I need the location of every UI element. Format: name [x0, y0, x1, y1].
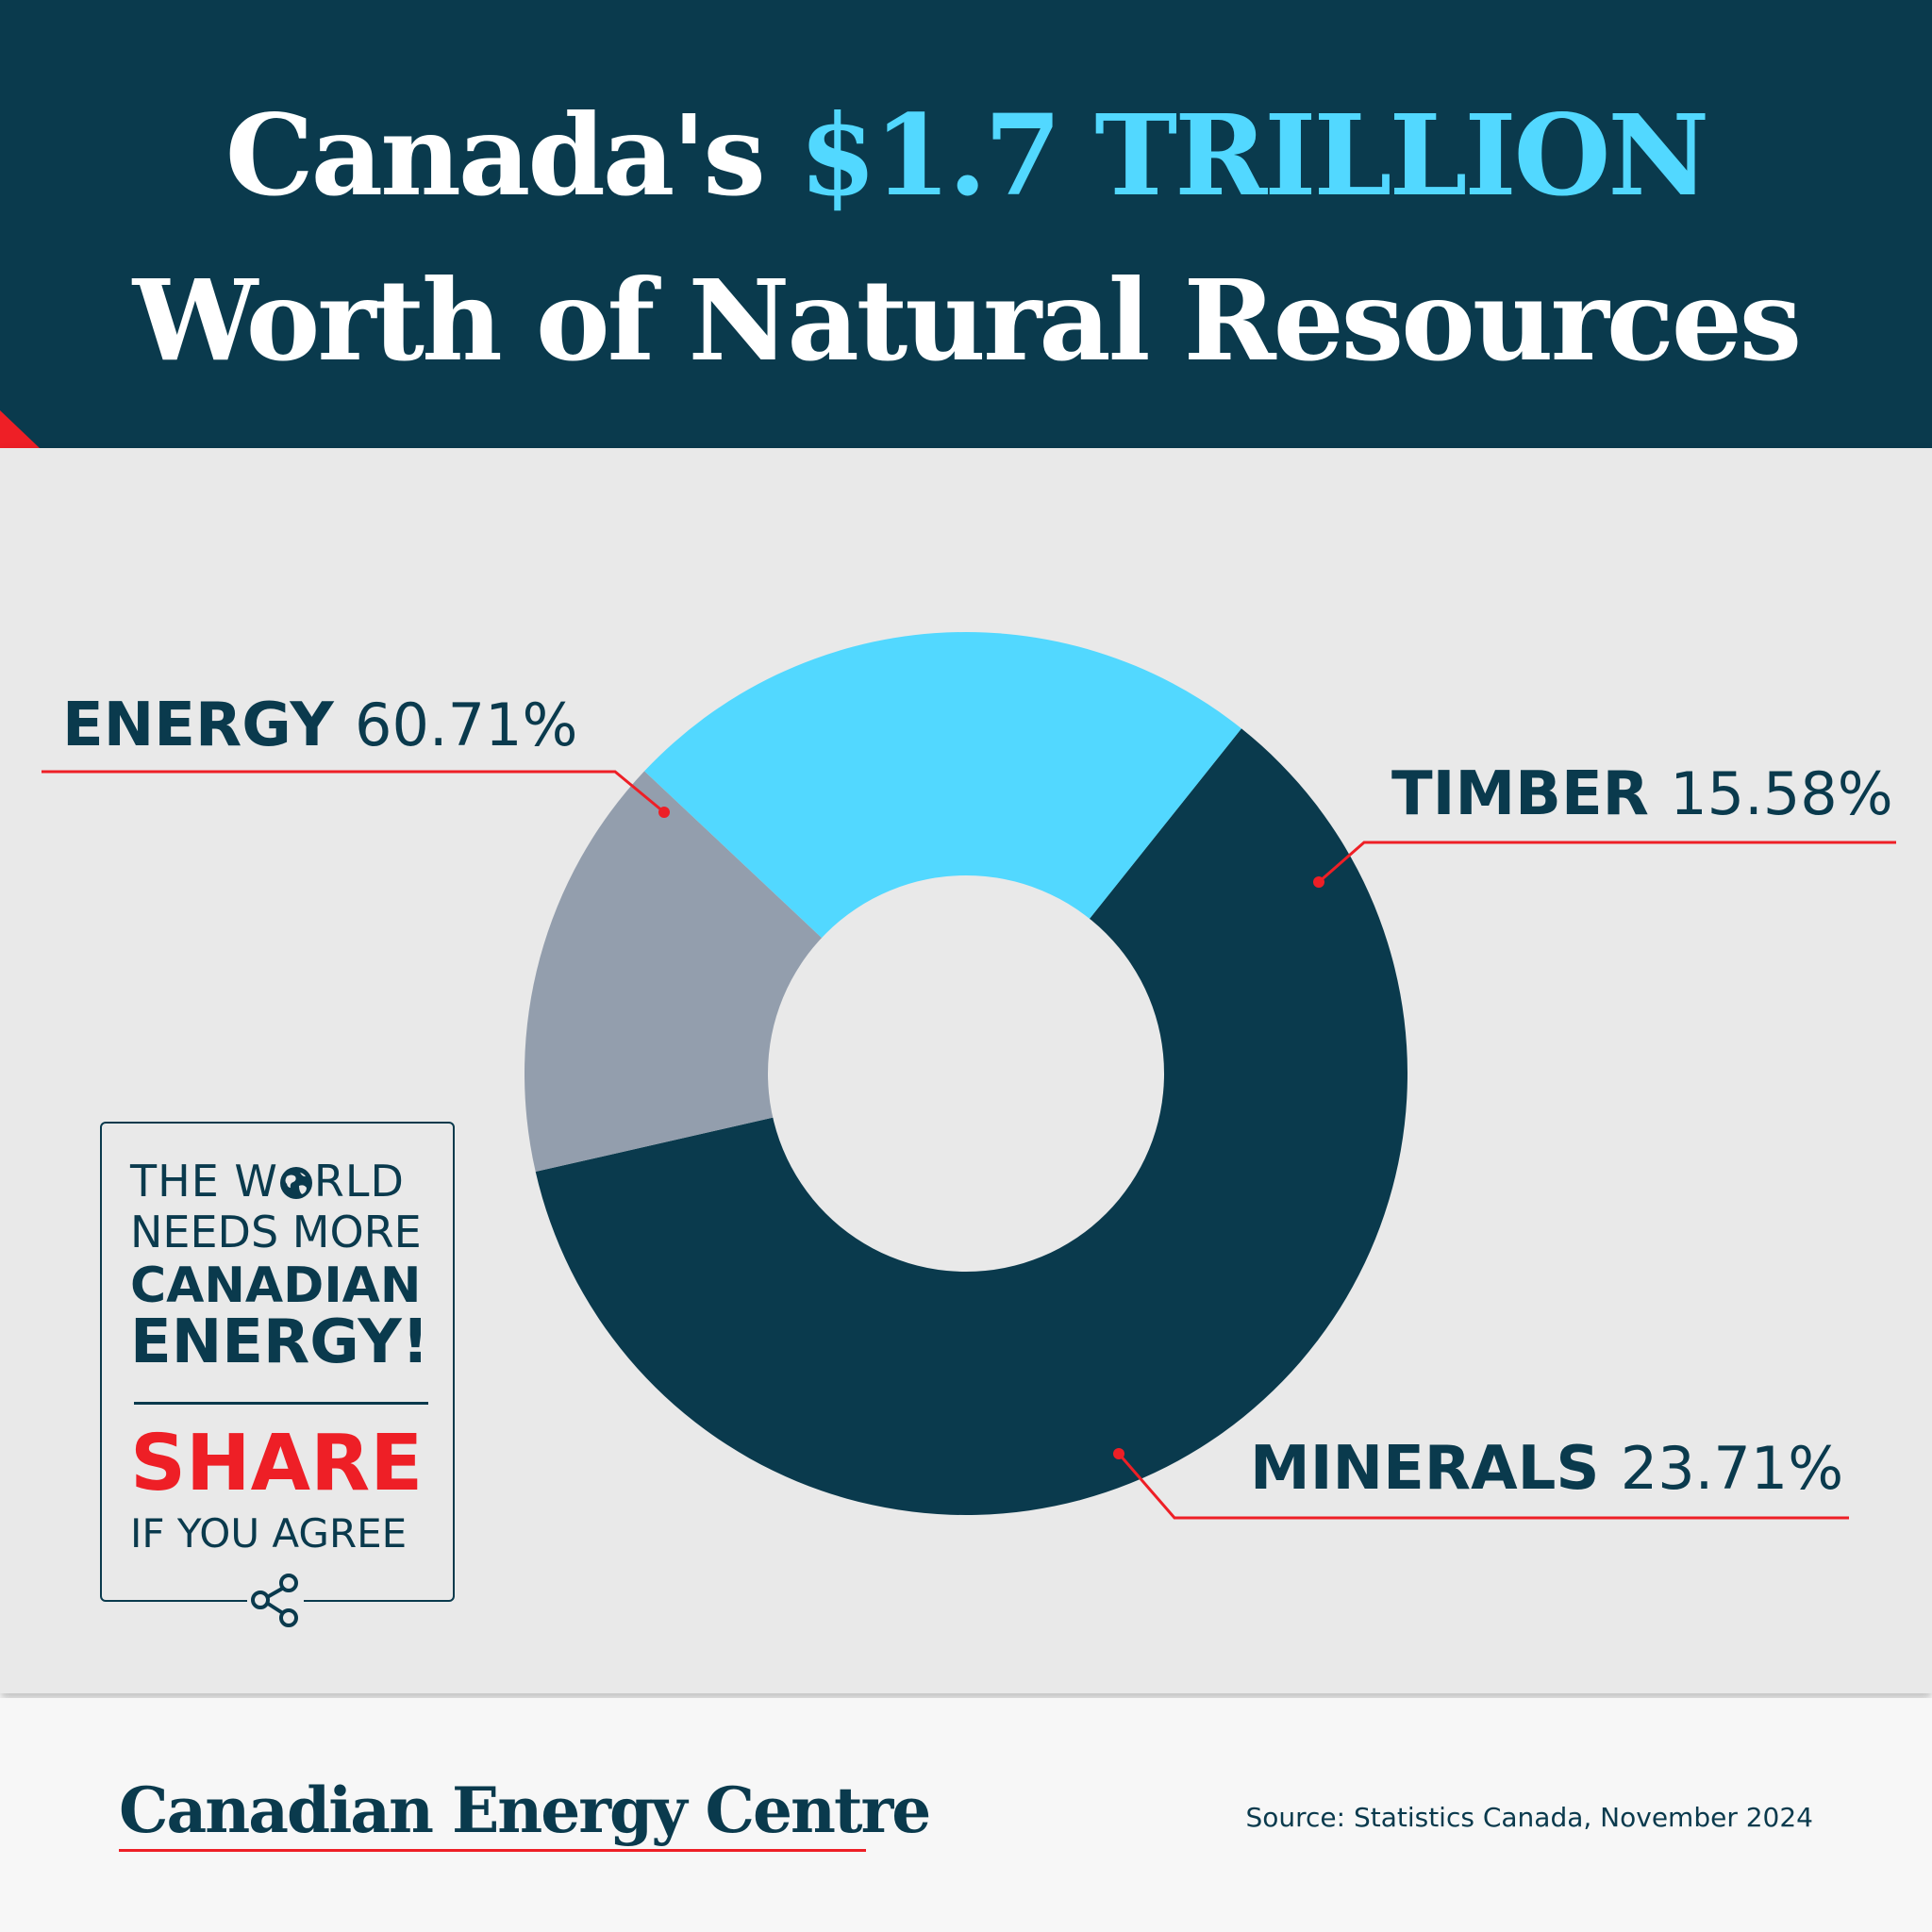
share-icon[interactable]	[247, 1566, 304, 1632]
leader-lines	[42, 770, 1896, 1520]
share-text-world: THE W RLD	[130, 1156, 432, 1211]
label-minerals: MINERALS 23.71%	[1250, 1434, 1843, 1504]
title-part-1: Canada's	[225, 90, 799, 221]
title-line-2: Worth of Natural Resources	[132, 255, 1802, 386]
title-highlight: $1.7 TRILLION	[798, 90, 1709, 221]
share-icon-glyph	[251, 1574, 298, 1627]
brand-logo: Canadian Energy Centre	[119, 1774, 931, 1847]
globe-icon	[278, 1160, 314, 1211]
leader-line-energy	[42, 770, 665, 814]
leader-line-minerals	[1117, 1453, 1849, 1520]
share-line-2: NEEDS MORE	[130, 1207, 422, 1257]
leader-line-timber	[1318, 841, 1896, 884]
label-name-timber: TIMBER	[1391, 759, 1670, 829]
share-callout-box: THE W RLD NEEDS MORE CANADIAN ENERGY! SHA…	[100, 1122, 455, 1602]
source-note: Source: Statistics Canada, November 2024	[1245, 1802, 1813, 1833]
title-line-1: Canada's $1.7 TRILLION	[0, 90, 1932, 222]
label-value-minerals: 23.71%	[1621, 1434, 1843, 1503]
leader-dot-timber	[1313, 876, 1324, 888]
label-name-minerals: MINERALS	[1250, 1434, 1621, 1504]
share-line-3: CANADIAN	[130, 1257, 422, 1314]
label-timber: TIMBER 15.58%	[1391, 759, 1893, 829]
share-divider	[134, 1402, 428, 1405]
share-line-5: SHARE	[130, 1419, 424, 1508]
slice-labels: ENERGY 60.71% TIMBER 15.58% MINERALS 23.71…	[62, 691, 1893, 1504]
footer	[0, 1698, 1932, 1932]
leader-dot-energy	[658, 807, 670, 818]
header-banner: Canada's $1.7 TRILLION Worth of Natural …	[0, 0, 1932, 448]
donut-hole	[768, 875, 1164, 1272]
slice-minerals	[644, 631, 1241, 1074]
label-value-timber: 15.58%	[1670, 759, 1892, 828]
leader-dot-minerals	[1113, 1448, 1124, 1459]
share-line-6: IF YOU AGREE	[130, 1510, 408, 1557]
brand-underline	[119, 1849, 866, 1852]
label-energy: ENERGY 60.71%	[62, 691, 577, 760]
share-line-4: ENERGY!	[130, 1307, 429, 1377]
label-value-energy: 60.71%	[355, 691, 577, 759]
label-name-energy: ENERGY	[62, 691, 355, 760]
share-line-1: THE W RLD	[130, 1156, 405, 1207]
